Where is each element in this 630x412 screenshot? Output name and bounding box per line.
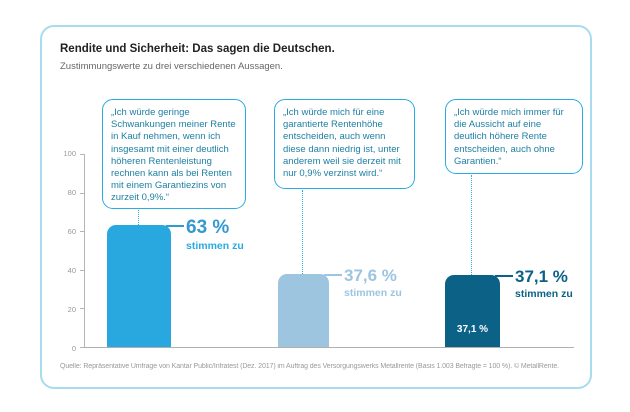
bar-1-value: 63 % (186, 217, 230, 239)
bar-2 (278, 274, 329, 347)
bar-1-label: 63 % stimmen zu (186, 217, 244, 252)
bar-2-value: 37,6 % (344, 266, 397, 286)
y-axis-label-0: 0 (71, 344, 76, 353)
bar-group-2: 37,6 % stimmen zu (278, 266, 402, 347)
bar-2-label: 37,6 % stimmen zu (344, 266, 402, 299)
source-note: Quelle: Repräsentative Umfrage von Kanta… (60, 363, 559, 370)
y-axis-label-60: 60 (67, 227, 76, 236)
chart-subtitle: Zustimmungswerte zu drei verschiedenen A… (60, 61, 283, 72)
bar-2-agree-label: stimmen zu (344, 287, 402, 300)
y-axis-label-20: 20 (67, 305, 76, 314)
speech-bubble-2: „Ich würde mich für eine garantierte Ren… (274, 99, 415, 189)
speech-bubble-1: „Ich würde geringe Schwankungen meiner R… (102, 99, 246, 209)
bar-3-agree-label: stimmen zu (515, 288, 573, 301)
bar-1-label-connector-line (166, 225, 184, 228)
bar-3 (445, 275, 500, 347)
y-axis-label-40: 40 (67, 266, 76, 275)
bar-1 (107, 225, 171, 347)
bubble-connector-dotted-line-1 (138, 210, 139, 226)
bar-3-label-connector-line (495, 275, 513, 278)
y-axis-line (84, 154, 85, 347)
bar-2-label-connector-line (324, 274, 342, 277)
bar-3-inside-value: 37,1 % (456, 324, 489, 335)
chart-title: Rendite und Sicherheit: Das sagen die De… (60, 43, 335, 55)
y-axis-tick-labels: 100 80 60 40 20 0 (48, 149, 76, 353)
bar-1-agree-label: stimmen zu (186, 240, 244, 253)
speech-bubble-2-text: „Ich würde mich für eine garantierte Ren… (283, 107, 401, 180)
bar-group-1: 63 % stimmen zu (107, 217, 244, 347)
y-axis-label-100: 100 (63, 149, 76, 158)
speech-bubble-1-text: „Ich würde geringe Schwankungen meiner R… (111, 107, 236, 204)
bubble-connector-dotted-line-3 (471, 175, 472, 276)
y-axis-label-80: 80 (67, 188, 76, 197)
bar-3-label: 37,1 % stimmen zu (515, 267, 573, 300)
speech-bubble-3-text: „Ich würde mich immer für die Aussicht a… (454, 107, 564, 167)
speech-bubble-3: „Ich würde mich immer für die Aussicht a… (445, 99, 583, 174)
y-axis-tick-marks (80, 154, 85, 348)
chart-card: Rendite und Sicherheit: Das sagen die De… (40, 25, 592, 389)
bar-3-value: 37,1 % (515, 267, 568, 287)
bar-group-3: 37,1 % 37,1 % stimmen zu (445, 267, 573, 347)
x-axis-baseline (84, 347, 574, 348)
bubble-connector-dotted-line-2 (302, 190, 303, 275)
